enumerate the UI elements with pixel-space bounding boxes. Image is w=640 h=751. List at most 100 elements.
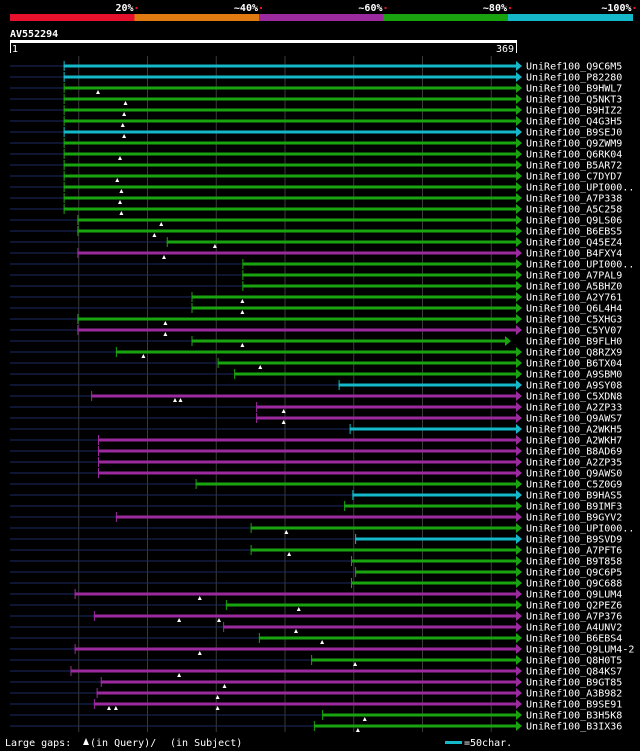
hit-label[interactable]: UniRef100_B9FLH0: [526, 337, 622, 348]
hit-label[interactable]: UniRef100_B9GT85: [526, 678, 622, 689]
hit-label[interactable]: UniRef100_P82280: [526, 73, 622, 84]
hit-row: UniRef100_A5BHZ0: [10, 281, 622, 293]
hit-row: UniRef100_Q6RK04: [10, 149, 622, 161]
hit-label[interactable]: UniRef100_Q9LS06: [526, 216, 622, 227]
hit-label[interactable]: UniRef100_C5YV07: [526, 326, 622, 337]
hit-row: UniRef100_Q9AWS0: [10, 468, 622, 480]
hit-label[interactable]: UniRef100_A9SBM0: [526, 370, 622, 381]
hit-label[interactable]: UniRef100_A2WKH5: [526, 425, 622, 436]
footer-legend: Large gaps: (in Query)/ (in Subject) =50…: [5, 738, 512, 749]
alignment-start-tick: [63, 204, 65, 214]
hit-label[interactable]: UniRef100_B9SVD9: [526, 535, 622, 546]
hit-label[interactable]: UniRef100_B3IX36: [526, 722, 622, 733]
alignment-start-tick: [63, 193, 65, 203]
hit-label[interactable]: UniRef100_Q9ZWM9: [526, 139, 622, 150]
alignment-bar: [93, 614, 516, 618]
hit-label[interactable]: UniRef100_B9T858: [526, 557, 622, 568]
hit-label[interactable]: UniRef100_UPI000..: [526, 183, 634, 194]
hit-row: UniRef100_Q9AWS7: [10, 413, 622, 425]
hit-label[interactable]: UniRef100_A5C258: [526, 205, 622, 216]
hit-label[interactable]: UniRef100_A9SY08: [526, 381, 622, 392]
alignment-end-arrow: [516, 149, 522, 159]
alignment-end-arrow: [516, 171, 522, 181]
legend-swatch-4: [383, 14, 509, 21]
hit-label[interactable]: UniRef100_UPI000..: [526, 260, 634, 271]
hit-label[interactable]: UniRef100_B6TX04: [526, 359, 622, 370]
hit-label[interactable]: UniRef100_A2WKH7: [526, 436, 622, 447]
alignment-end-arrow: [516, 479, 522, 489]
alignment-bar: [311, 658, 516, 662]
query-gap-marker: [222, 684, 227, 688]
hit-label[interactable]: UniRef100_A7PAL9: [526, 271, 622, 282]
hit-label[interactable]: UniRef100_Q6L4H4: [526, 304, 622, 315]
hit-label[interactable]: UniRef100_A7PFT6: [526, 546, 622, 557]
hit-label[interactable]: UniRef100_B6EBS5: [526, 227, 622, 238]
alignment-start-tick: [256, 402, 258, 412]
hit-label[interactable]: UniRef100_A3B982: [526, 689, 622, 700]
alignment-bar: [77, 328, 516, 332]
alignment-bar: [115, 515, 516, 519]
query-gap-marker: [353, 662, 358, 666]
hit-label[interactable]: UniRef100_Q4G3H5: [526, 117, 622, 128]
hit-label[interactable]: UniRef100_C5XDN8: [526, 392, 622, 403]
hit-label[interactable]: UniRef100_B9HAS5: [526, 491, 622, 502]
hit-label[interactable]: UniRef100_Q9C6M5: [526, 62, 622, 73]
hit-label[interactable]: UniRef100_B4FXY4: [526, 249, 622, 260]
hit-label[interactable]: UniRef100_Q6RK04: [526, 150, 622, 161]
hit-label[interactable]: UniRef100_A7P338: [526, 194, 622, 205]
hit-row: UniRef100_C5Z0G9: [10, 479, 622, 491]
hit-label[interactable]: UniRef100_B9SE91: [526, 700, 622, 711]
hit-row: UniRef100_C5XHG3: [10, 314, 622, 326]
alignment-end-arrow: [516, 501, 522, 511]
hit-label[interactable]: UniRef100_Q2PEZ6: [526, 601, 622, 612]
alignment-end-arrow: [516, 160, 522, 170]
grid-lines: [78, 56, 492, 732]
hit-label[interactable]: UniRef100_B9SEJ0: [526, 128, 622, 139]
hit-label[interactable]: UniRef100_Q84KS7: [526, 667, 622, 678]
hit-row: UniRef100_A2ZP35: [10, 457, 622, 469]
alignment-bar: [63, 130, 516, 134]
alignment-end-arrow: [516, 677, 522, 687]
hit-label[interactable]: UniRef100_Q5NKT3: [526, 95, 622, 106]
alignment-start-tick: [77, 325, 79, 335]
hit-label[interactable]: UniRef100_Q9LUM4: [526, 590, 622, 601]
hit-label[interactable]: UniRef100_Q9C688: [526, 579, 622, 590]
legend-dot-2: [260, 7, 262, 9]
hit-label[interactable]: UniRef100_Q9AWS0: [526, 469, 622, 480]
hit-label[interactable]: UniRef100_C7DYD7: [526, 172, 622, 183]
hit-label[interactable]: UniRef100_B9GYV2: [526, 513, 622, 524]
alignment-bar: [63, 108, 516, 112]
hit-label[interactable]: UniRef100_B3H5K8: [526, 711, 622, 722]
alignment-end-arrow: [516, 105, 522, 115]
hit-label[interactable]: UniRef100_B5AR72: [526, 161, 622, 172]
hit-label[interactable]: UniRef100_Q9LUM4-2: [526, 645, 634, 656]
alignment-end-arrow: [516, 358, 522, 368]
query-gap-marker: [119, 189, 124, 193]
hit-label[interactable]: UniRef100_A7P376: [526, 612, 622, 623]
hit-label[interactable]: UniRef100_Q45EZ4: [526, 238, 622, 249]
alignment-bar: [63, 75, 516, 79]
hit-label[interactable]: UniRef100_A2Y761: [526, 293, 622, 304]
hit-label[interactable]: UniRef100_B9HWL7: [526, 84, 622, 95]
hit-label[interactable]: UniRef100_A2ZP33: [526, 403, 622, 414]
hit-label[interactable]: UniRef100_A2ZP35: [526, 458, 622, 469]
hit-label[interactable]: UniRef100_C5Z0G9: [526, 480, 622, 491]
hit-label[interactable]: UniRef100_A5BHZ0: [526, 282, 622, 293]
hit-label[interactable]: UniRef100_B9IMF3: [526, 502, 622, 513]
hit-label[interactable]: UniRef100_Q8H0T5: [526, 656, 622, 667]
hit-label[interactable]: UniRef100_Q9C6P5: [526, 568, 622, 579]
hit-label[interactable]: UniRef100_B8AD69: [526, 447, 622, 458]
hit-label[interactable]: UniRef100_Q8RZX9: [526, 348, 622, 359]
legend-dot-5: [633, 7, 636, 9]
hit-label[interactable]: UniRef100_C5XHG3: [526, 315, 622, 326]
alignment-start-tick: [191, 292, 193, 302]
alignment-start-tick: [63, 61, 65, 71]
hit-label[interactable]: UniRef100_B6EBS4: [526, 634, 622, 645]
hit-label[interactable]: UniRef100_B9HIZ2: [526, 106, 622, 117]
alignment-start-tick: [77, 314, 79, 324]
query-end-label: 369: [496, 44, 514, 55]
hit-label[interactable]: UniRef100_A4UNV2: [526, 623, 622, 634]
hit-label[interactable]: UniRef100_UPI000..: [526, 524, 634, 535]
hit-label[interactable]: UniRef100_Q9AWS7: [526, 414, 622, 425]
alignment-start-tick: [91, 391, 93, 401]
